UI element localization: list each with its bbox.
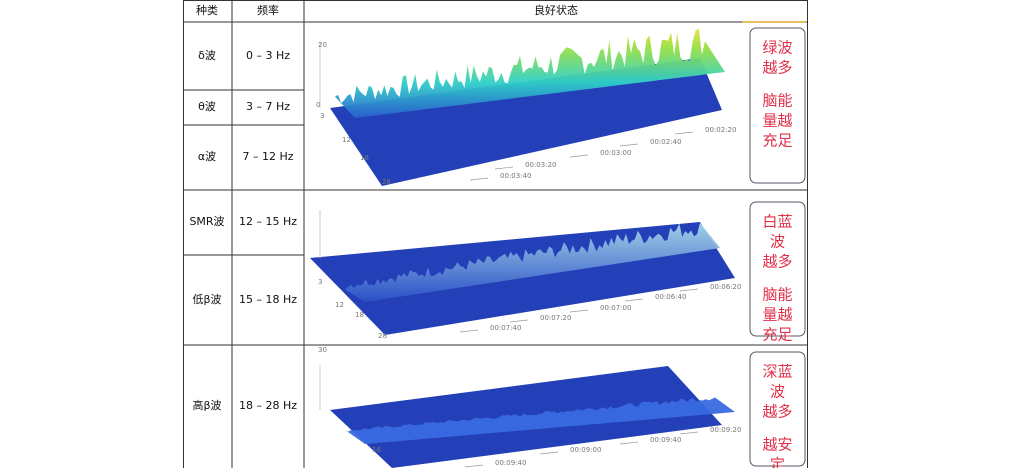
axis-label: 28: [378, 332, 387, 340]
note-box: [749, 351, 806, 467]
type-cell: 低β波: [192, 293, 221, 306]
time-label: 00:06:20: [710, 283, 741, 291]
note-text: 脑能: [762, 92, 792, 110]
axis-label: 12: [342, 136, 351, 144]
time-label: 00:07:00: [600, 304, 631, 312]
time-arrow: [679, 288, 699, 292]
type-cell: θ波: [198, 100, 216, 113]
spectrum-ridge: [335, 28, 725, 118]
note-text: 量越: [762, 112, 792, 130]
axis-label: 18: [360, 154, 369, 162]
table-lines: [183, 0, 808, 468]
time-label: 00:09:40: [495, 459, 526, 467]
note-text: 充足: [762, 326, 792, 344]
time-arrow: [624, 298, 644, 302]
time-arrow: [569, 309, 589, 313]
type-cell: SMR波: [189, 215, 224, 228]
note-text: 越多: [762, 403, 792, 421]
header-cell: 种类: [196, 3, 218, 17]
time-arrow: [509, 319, 529, 323]
time-arrow: [539, 451, 559, 455]
note-text: 深蓝: [762, 363, 792, 381]
note-box: [749, 201, 806, 337]
time-arrow: [619, 441, 639, 445]
note-text: 脑能: [762, 286, 792, 304]
time-label: 00:09:00: [570, 446, 601, 454]
note-text: 白蓝: [762, 213, 792, 231]
axis-label: 3: [318, 278, 322, 286]
freq-cell: 3 – 7 Hz: [246, 100, 290, 113]
freq-cell: 12 – 15 Hz: [239, 215, 297, 228]
type-cell: 高β波: [192, 398, 221, 412]
time-label: 00:02:20: [705, 126, 736, 134]
time-arrow: [459, 329, 479, 333]
header-cell: 频率: [257, 3, 279, 17]
note-text: 量越: [762, 306, 792, 324]
note-text: 波: [770, 233, 785, 251]
plot-plate: [330, 58, 722, 186]
time-label: 00:06:40: [655, 293, 686, 301]
freq-cell: 7 – 12 Hz: [242, 150, 293, 163]
axis-label: 28: [382, 178, 391, 186]
type-cell: α波: [198, 150, 216, 163]
time-label: 00:02:40: [650, 138, 681, 146]
time-label: 00:09:40: [650, 436, 681, 444]
time-arrow: [464, 464, 484, 468]
freq-cell: 0 – 3 Hz: [246, 49, 290, 62]
axis-label: 12: [335, 301, 344, 309]
type-cell: δ波: [198, 49, 216, 62]
note-text: 越多: [762, 59, 792, 77]
note-text: 越多: [762, 253, 792, 271]
axis-label: 18: [355, 311, 364, 319]
freq-cell: 15 – 18 Hz: [239, 293, 297, 306]
spectrum-ridge: [345, 397, 735, 444]
header-cell: 良好状态: [534, 3, 578, 17]
note-text: 充足: [762, 132, 792, 150]
note-box: [749, 27, 806, 184]
time-arrow: [679, 431, 699, 435]
axis-label: 3: [320, 112, 324, 120]
time-arrow: [674, 131, 694, 135]
time-label: 00:07:40: [490, 324, 521, 332]
time-label: 00:03:00: [600, 149, 631, 157]
freq-cell: 18 – 28 Hz: [239, 399, 297, 412]
axis-label: 30: [318, 346, 327, 354]
axis-label: 18: [372, 446, 381, 454]
axis-label: 20: [318, 41, 327, 49]
time-arrow: [569, 154, 589, 158]
note-text: 越安: [762, 436, 792, 454]
time-arrow: [619, 143, 639, 147]
time-label: 00:03:20: [525, 161, 556, 169]
time-label: 00:03:40: [500, 172, 531, 180]
time-arrow: [494, 166, 514, 170]
axis-label: 0: [316, 101, 320, 109]
spectrum-ridge: [345, 222, 720, 302]
note-text: 定: [770, 456, 785, 468]
time-label: 00:09:20: [710, 426, 741, 434]
note-text: 绿波: [762, 39, 792, 57]
note-text: 波: [770, 383, 785, 401]
time-label: 00:07:20: [540, 314, 571, 322]
time-arrow: [469, 177, 489, 181]
